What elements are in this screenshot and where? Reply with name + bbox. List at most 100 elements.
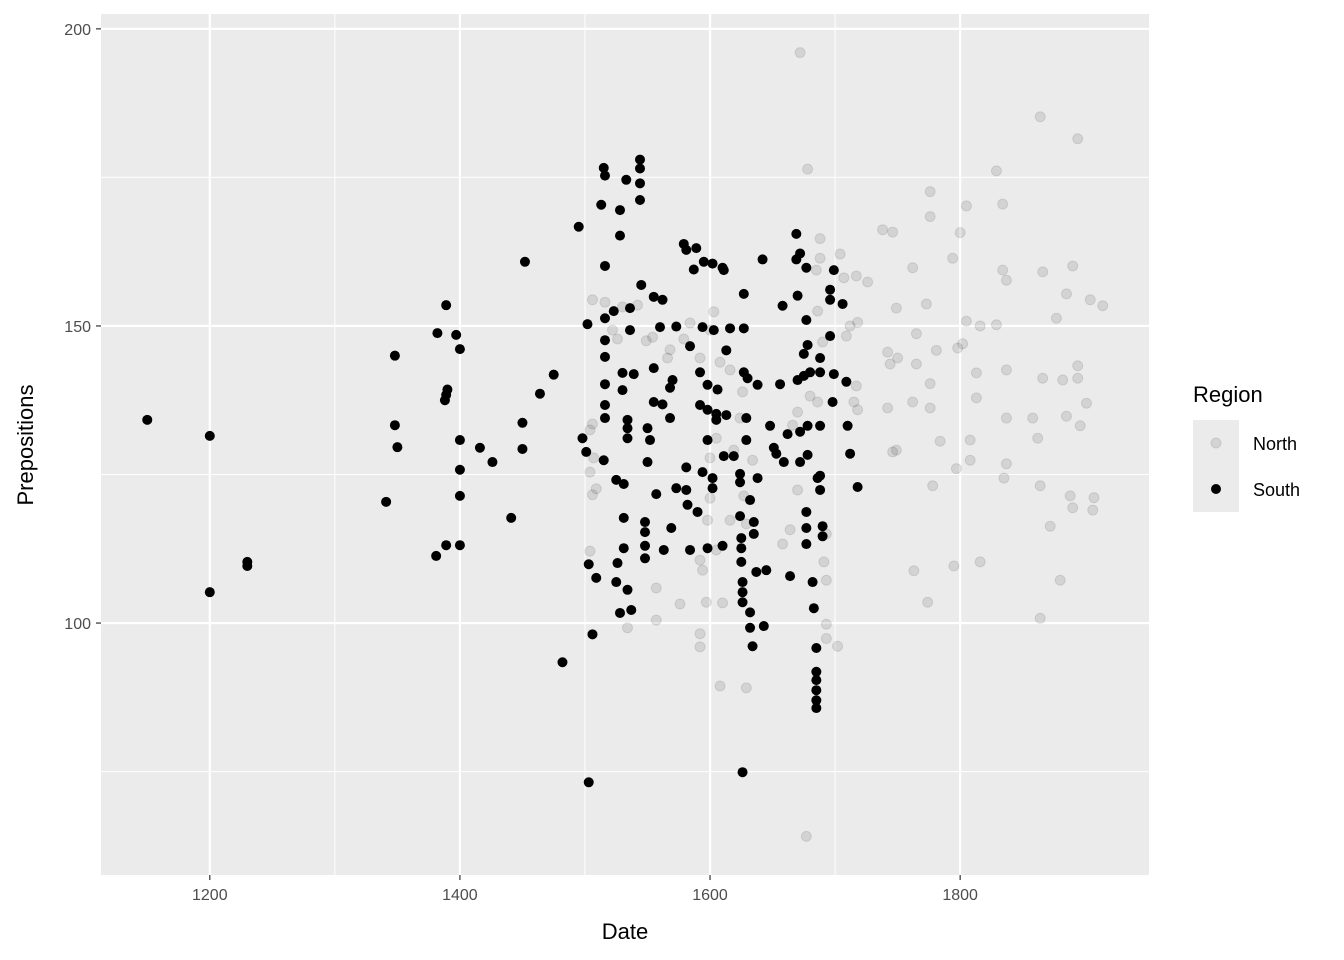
data-point-south [685, 341, 696, 352]
data-point-south [737, 577, 748, 588]
data-point-south [474, 442, 485, 453]
data-point-north [820, 633, 832, 645]
data-point-south [682, 499, 693, 510]
data-point-north [1072, 360, 1084, 372]
data-point-south [599, 313, 610, 324]
data-point-north [954, 227, 966, 239]
data-point-south [611, 577, 622, 588]
data-point-south [802, 420, 813, 431]
data-point-south [635, 163, 646, 174]
data-point-south [636, 279, 647, 290]
data-point-south [671, 321, 682, 332]
data-point-south [599, 413, 610, 424]
data-point-south [657, 399, 668, 410]
x-tick-label: 1800 [942, 887, 978, 904]
data-point-south [242, 561, 253, 572]
data-point-north [784, 524, 796, 536]
y-tick-label: 150 [64, 319, 91, 336]
data-point-south [777, 300, 788, 311]
data-point-south [599, 379, 610, 390]
legend-title: Region [1193, 382, 1263, 407]
data-point-north [804, 390, 816, 402]
data-point-south [742, 373, 753, 384]
data-point-north [708, 306, 720, 318]
data-point-south [737, 767, 748, 778]
data-point-south [707, 473, 718, 484]
data-point-north [948, 560, 960, 572]
data-point-north [997, 198, 1009, 210]
data-point-south [795, 248, 806, 259]
data-point-south [204, 430, 215, 441]
data-point-south [618, 512, 629, 523]
data-point-north [840, 330, 852, 342]
data-point-north [910, 358, 922, 370]
data-point-south [648, 291, 659, 302]
data-point-south [441, 540, 452, 551]
data-point-north [974, 320, 986, 332]
data-point-south [681, 244, 692, 255]
data-point-north [877, 224, 889, 236]
data-point-north [964, 434, 976, 446]
data-point-north [717, 597, 729, 609]
data-point-north [1072, 372, 1084, 384]
data-point-north [952, 342, 964, 354]
data-point-north [990, 165, 1002, 177]
data-point-north [792, 406, 804, 418]
data-point-south [811, 685, 822, 696]
data-point-north [947, 252, 959, 264]
data-point-north [787, 419, 799, 431]
data-point-south [752, 379, 763, 390]
data-point-north [590, 483, 602, 495]
data-point-south [454, 490, 465, 501]
data-point-north [814, 233, 826, 245]
data-point-north [584, 545, 596, 557]
plot-panel [101, 14, 1149, 875]
y-tick-label: 200 [64, 22, 91, 39]
data-point-north [998, 472, 1010, 484]
data-point-north [930, 344, 942, 356]
data-point-south [805, 367, 816, 378]
data-point-north [777, 538, 789, 550]
data-point-south [599, 399, 610, 410]
data-point-north [794, 47, 806, 59]
data-point-north [844, 320, 856, 332]
data-point-south [598, 455, 609, 466]
data-point-north [850, 270, 862, 282]
data-point-north [714, 356, 726, 368]
axes: 1200 1400 1600 1800 100 150 200 [64, 22, 978, 904]
data-point-south [695, 399, 706, 410]
data-point-north [694, 641, 706, 653]
data-point-north [924, 402, 936, 414]
data-point-south [691, 243, 702, 254]
data-point-south [825, 284, 836, 295]
y-tick-label: 100 [64, 616, 91, 633]
data-point-north [1000, 364, 1012, 376]
data-point-south [622, 584, 633, 595]
data-point-south [735, 477, 746, 488]
data-point-south [658, 544, 669, 555]
data-point-south [735, 511, 746, 522]
data-point-south [645, 435, 656, 446]
data-point-south [655, 322, 666, 333]
data-point-south [712, 384, 723, 395]
data-point-south [782, 429, 793, 440]
data-point-south [451, 329, 462, 340]
data-point-north [802, 163, 814, 175]
data-point-north [640, 335, 652, 347]
data-point-south [431, 550, 442, 561]
data-point-south [389, 420, 400, 431]
data-point-north [684, 317, 696, 329]
data-point-north [714, 680, 726, 692]
legend-label-south: South [1253, 480, 1300, 500]
data-point-south [721, 345, 732, 356]
data-point-south [454, 344, 465, 355]
data-point-south [807, 577, 818, 588]
data-point-north [934, 435, 946, 447]
data-point-north [622, 622, 634, 634]
data-point-north [599, 296, 611, 308]
data-point-south [688, 264, 699, 275]
data-point-south [738, 323, 749, 334]
data-point-north [800, 830, 812, 842]
legend-label-north: North [1253, 434, 1297, 454]
data-point-south [698, 256, 709, 267]
